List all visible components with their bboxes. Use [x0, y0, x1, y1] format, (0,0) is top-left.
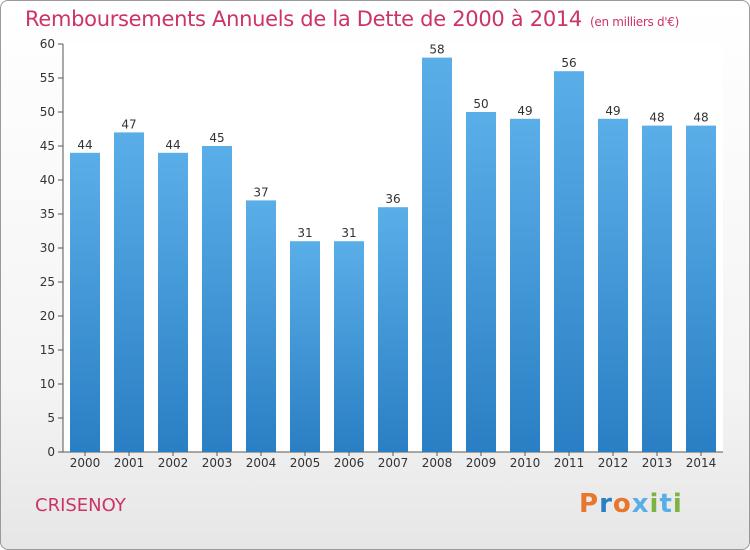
bar [554, 71, 584, 452]
bar [422, 57, 452, 452]
x-tick-label: 2012 [598, 456, 629, 470]
chart-subtitle: (en milliers d'€) [590, 15, 680, 29]
bar [378, 207, 408, 452]
x-tick-label: 2003 [202, 456, 233, 470]
logo-letter: P [579, 489, 600, 519]
logo-letter: i [672, 489, 683, 519]
y-tick-label: 45 [40, 139, 55, 153]
x-tick-label: 2009 [466, 456, 497, 470]
data-label: 31 [297, 226, 312, 240]
data-label: 48 [693, 111, 708, 125]
data-label: 44 [77, 138, 92, 152]
bar [334, 241, 364, 452]
bar [158, 152, 188, 453]
data-label: 37 [253, 185, 268, 199]
y-tick-label: 0 [47, 445, 55, 459]
bar [70, 152, 100, 453]
data-label: 49 [517, 104, 532, 118]
logo-letter: x [631, 489, 650, 519]
bar [642, 125, 672, 452]
chart-title: Remboursements Annuels de la Dette de 20… [25, 7, 679, 31]
bar [510, 118, 540, 453]
x-tick-label: 2011 [554, 456, 585, 470]
chart-title-text: Remboursements Annuels de la Dette de 20… [25, 7, 582, 31]
data-label: 58 [429, 43, 444, 57]
data-label: 47 [121, 117, 136, 131]
x-tick-label: 2005 [290, 456, 321, 470]
data-label: 36 [385, 192, 400, 206]
y-tick-label: 20 [40, 309, 55, 323]
logo-letter: o [612, 489, 632, 519]
x-tick-label: 2006 [334, 456, 365, 470]
data-label: 50 [473, 97, 488, 111]
y-tick-label: 55 [40, 71, 55, 85]
x-tick-label: 2004 [246, 456, 277, 470]
bar [202, 146, 232, 452]
y-tick-label: 15 [40, 343, 55, 357]
commune-name: CRISENOY [35, 495, 126, 516]
y-tick-label: 50 [40, 105, 55, 119]
proxiti-logo: Proxiti [579, 489, 683, 519]
y-tick-label: 10 [40, 377, 55, 391]
x-tick-label: 2002 [158, 456, 189, 470]
x-tick-label: 2014 [686, 456, 717, 470]
y-tick-label: 30 [40, 241, 55, 255]
y-tick-label: 5 [47, 411, 55, 425]
y-tick-label: 35 [40, 207, 55, 221]
data-label: 45 [209, 131, 224, 145]
data-label: 49 [605, 104, 620, 118]
x-tick-label: 2010 [510, 456, 541, 470]
x-tick-label: 2000 [70, 456, 101, 470]
y-tick-label: 25 [40, 275, 55, 289]
bar [466, 112, 496, 452]
x-tick-label: 2008 [422, 456, 453, 470]
data-label: 48 [649, 111, 664, 125]
logo-letter: r [599, 489, 613, 519]
data-label: 31 [341, 226, 356, 240]
bar [290, 241, 320, 452]
bar [246, 200, 276, 452]
y-tick-label: 40 [40, 173, 55, 187]
bar [598, 118, 628, 453]
logo-letter: t [659, 489, 673, 519]
x-tick-label: 2001 [114, 456, 145, 470]
data-label: 44 [165, 138, 180, 152]
x-tick-label: 2013 [642, 456, 673, 470]
bar [114, 132, 144, 452]
logo-letter: i [649, 489, 660, 519]
x-tick-label: 2007 [378, 456, 409, 470]
y-tick-label: 60 [40, 37, 55, 51]
bar [686, 125, 716, 452]
data-label: 56 [561, 56, 576, 70]
